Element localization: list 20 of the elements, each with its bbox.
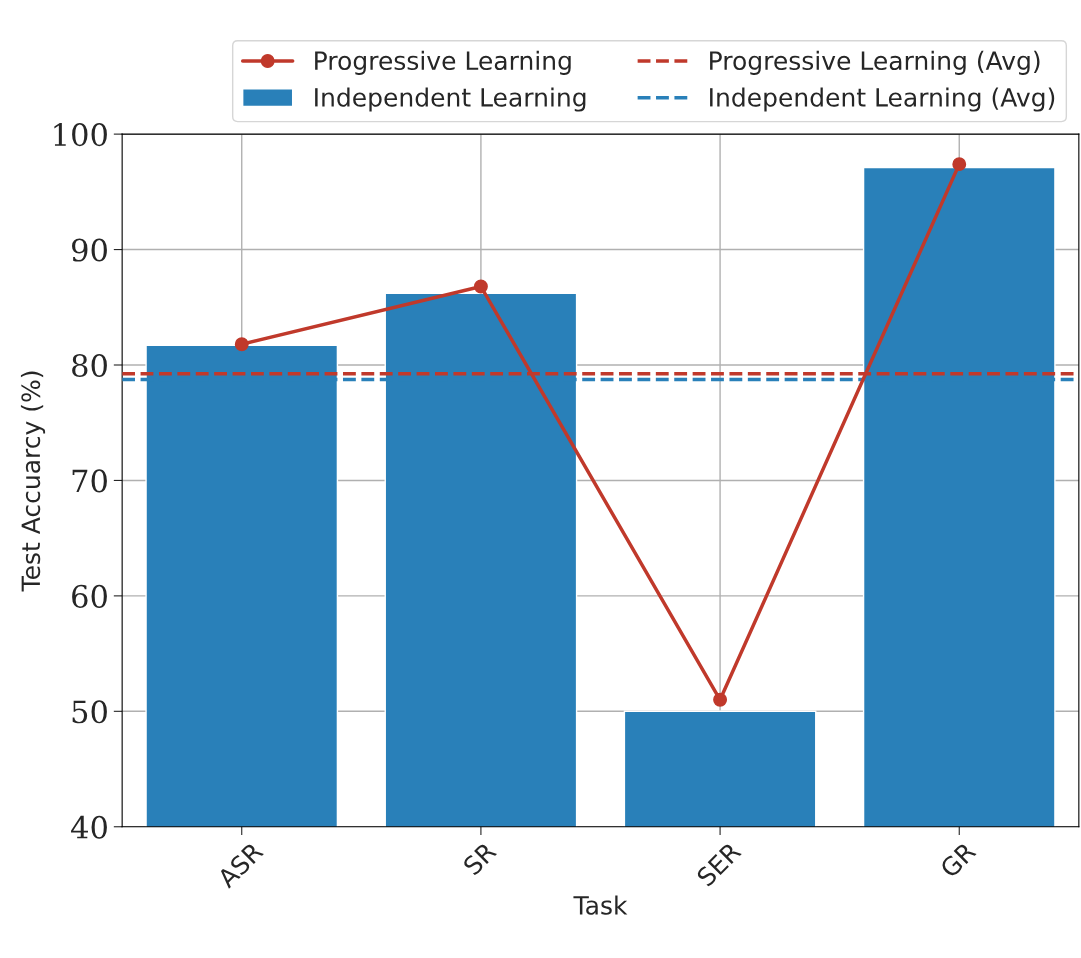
point (713, 692, 728, 707)
point (234, 337, 249, 352)
x-tick-label: SR (462, 840, 498, 876)
point (952, 157, 967, 172)
x-tick-label: SER (695, 840, 743, 888)
y-tick-label: 100 (54, 123, 107, 147)
legend-label: Independent Learning (315, 87, 586, 112)
y-tick-label: 70 (72, 469, 107, 493)
y-tick-label: 50 (72, 700, 107, 724)
y-tick-label: 90 (72, 238, 107, 262)
x-tick-label: GR (939, 840, 977, 879)
legend-label: Progressive Learning (315, 50, 571, 75)
y-tick-label: 60 (72, 584, 107, 608)
y-axis-title: Test Accuarcy (%) (20, 371, 46, 592)
y-tick-label: 40 (71, 815, 107, 839)
legend-label: Independent Learning (Avg) (710, 87, 1055, 112)
point (473, 279, 488, 294)
y-tick-label: 80 (72, 353, 107, 378)
legend-label: Progressive Learning (Avg) (710, 50, 1040, 75)
x-axis-title: Task (573, 895, 628, 915)
